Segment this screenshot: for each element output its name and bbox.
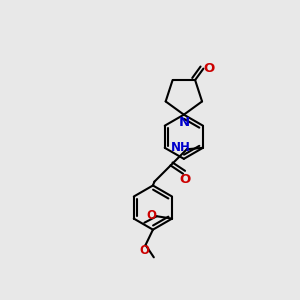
Text: NH: NH	[170, 141, 190, 154]
Text: O: O	[203, 62, 214, 75]
Text: O: O	[140, 244, 149, 257]
Text: N: N	[178, 116, 189, 129]
Text: O: O	[146, 208, 156, 222]
Text: O: O	[179, 173, 190, 186]
